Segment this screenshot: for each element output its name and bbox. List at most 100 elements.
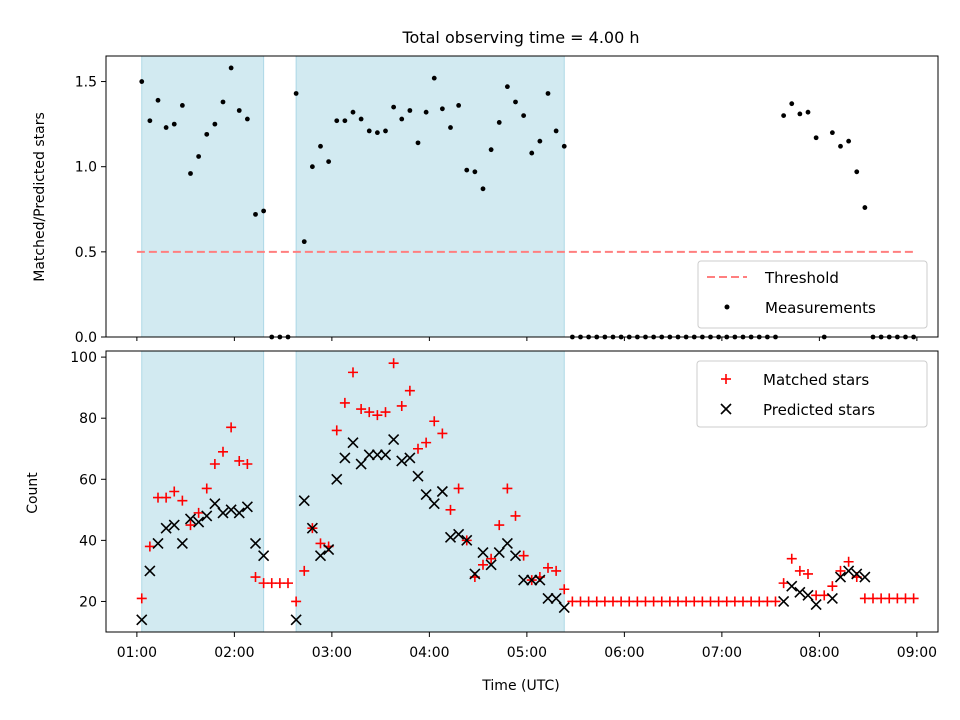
predicted-star-marker [323,543,335,556]
matched-stars-markers [136,358,919,607]
predicted-star-marker [843,565,855,577]
measurement-point [781,113,787,119]
top-legend-box [697,260,928,329]
matched-star-marker [185,520,196,531]
predicted-star-marker [420,488,432,501]
bottom-y-tick-label: 100 [70,350,97,366]
predicted-star-marker [834,571,847,583]
predicted-star-marker [526,574,538,586]
predicted-star-marker [778,595,790,608]
matched-star-marker [380,407,391,418]
predicted-star-marker [396,455,408,467]
matched-star-marker [486,553,497,564]
matched-star-marker [234,455,245,466]
predicted-star-marker [786,580,798,592]
predicted-star-marker [558,601,570,614]
bottom-axes-frame [105,350,939,633]
matched-star-marker [136,593,147,604]
x-tick-label: 03:00 [312,645,352,661]
measurement-point [472,169,478,175]
measurement-point [838,143,843,149]
measurement-point [171,121,177,127]
threshold-legend-label: Threshold [764,269,839,287]
measurement-point [415,140,421,146]
measurement-point [561,143,567,149]
predicted-star-marker [469,568,481,580]
matched-star-marker [331,425,342,436]
measurement-point [431,75,437,81]
predicted-star-marker [794,586,806,598]
predicted-star-marker [258,550,270,562]
matched-star-marker [827,581,838,592]
predicted-star-marker [404,452,416,464]
measurement-point [496,120,502,125]
x-axis-label: Time (UTC) [481,678,559,694]
measurement-point [407,108,413,113]
top-shaded-spans [141,55,565,338]
predicted-legend-swatch [720,403,732,415]
predicted-star-marker [371,449,383,461]
predicted-star-marker [298,495,310,507]
measurement-point [342,118,348,124]
matched-star-marker [770,596,781,607]
measurement-point [318,143,323,149]
top-axes-frame [105,55,939,338]
measurement-point [236,108,242,113]
predicted-star-marker [485,559,497,571]
measurement-point [350,109,356,115]
x-tick-label: 05:00 [507,645,547,661]
bottom-panel: 20 40 60 80 100 01:00 02:00 03:00 04:00 05:00 06:… [25,350,939,694]
predicted-star-marker [225,504,237,516]
top-x-ticks [136,337,918,341]
matched-star-marker [445,504,456,515]
matched-star-marker [437,428,448,439]
observing-span [295,55,565,338]
predicted-star-marker [388,434,400,446]
matched-star-marker [843,556,854,567]
predicted-legend-label: Predicted stars [763,401,875,419]
matched-star-marker [396,400,407,411]
predicted-star-marker [339,452,351,464]
x-tick-label: 06:00 [604,645,644,661]
top-y-axis-label: Matched/Predicted stars [32,112,48,282]
matched-star-marker [339,397,350,408]
top-legend: Threshold Measurements [697,260,928,329]
x-tick-label: 09:00 [897,645,937,661]
predicted-star-marker [176,537,188,549]
measurement-point [244,116,250,122]
bottom-legend: Matched stars Predicted stars [696,360,928,428]
matched-star-marker [193,507,204,518]
matched-star-marker [283,578,293,589]
matched-star-marker [177,495,188,506]
measurement-point [155,97,161,103]
measurement-point [813,135,819,141]
predicted-star-marker [444,531,457,543]
matched-star-marker [794,565,805,576]
predicted-star-marker [144,565,156,577]
predicted-star-marker [249,537,262,549]
predicted-star-marker [461,534,473,546]
predicted-star-marker [184,513,197,525]
top-y-tick-label: 1.0 [75,160,97,176]
chart-title: Total observing time = 4.00 h [401,28,639,47]
predicted-star-marker [290,614,302,626]
top-panel: 0.0 0.5 1.0 1.5 Matched/Predicted stars Thr… [32,55,939,346]
measurement-point [163,125,169,130]
top-y-tick-label: 0.5 [75,245,97,261]
matched-star-marker [315,538,326,549]
predicted-star-marker [542,592,554,604]
matched-star-marker [413,443,423,454]
predicted-star-marker [209,498,221,510]
measurements-legend-swatch [724,304,730,310]
matched-star-marker [218,446,228,457]
matched-star-marker [510,510,521,521]
matched-star-marker [372,410,383,421]
measurement-point [204,131,210,137]
matched-star-marker [209,459,220,470]
measurement-point [805,109,811,115]
predicted-star-marker [518,574,530,586]
matched-star-marker [348,367,358,378]
measurement-point [326,159,332,164]
matched-star-marker [786,553,797,564]
predicted-star-marker [802,589,814,601]
